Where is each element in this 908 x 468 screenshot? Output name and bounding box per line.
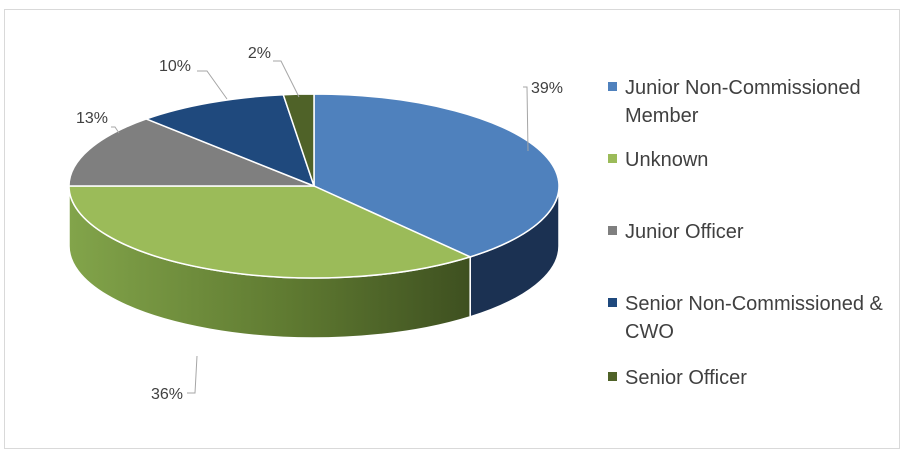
- legend-item-junior-officer: Junior Officer: [608, 221, 744, 243]
- legend-swatch: [608, 154, 617, 163]
- leader-line-junior-officer: [111, 126, 120, 134]
- legend-label: CWO: [625, 321, 674, 343]
- data-label-unknown: 36%: [151, 386, 183, 403]
- leader-line-senior-ncm-cwo: [197, 70, 228, 100]
- legend-swatch: [608, 372, 617, 381]
- pie-slice-unknown: [68, 185, 473, 279]
- legend-swatch: [608, 82, 617, 91]
- leader-line-junior-ncm: [523, 86, 529, 152]
- leader-line-senior-officer: [273, 60, 300, 98]
- legend-label: Member: [625, 105, 699, 127]
- legend-swatch: [608, 298, 617, 307]
- leader-lines: [111, 60, 529, 394]
- pie-slice-senior-ncm-cwo: [144, 93, 316, 188]
- pie-slice-senior-officer: [282, 93, 315, 187]
- legend: Junior Non-Commissioned Member Unknown Juni…: [608, 77, 884, 389]
- data-label-senior-officer: 2%: [248, 45, 271, 62]
- legend-swatch: [608, 226, 617, 235]
- data-label-junior-ncm: 39%: [531, 80, 563, 97]
- data-labels: 39% 36% 13% 10% 2%: [76, 45, 563, 403]
- pie-chart: 39% 36% 13% 10% 2% Junior Non-Commissioned Me…: [68, 45, 884, 403]
- legend-label: Senior Non-Commissioned &: [625, 293, 884, 315]
- data-label-senior-ncm-cwo: 10%: [159, 58, 191, 75]
- chart-area: 39% 36% 13% 10% 2% Junior Non-Commissioned Me…: [4, 9, 900, 449]
- legend-item-senior-officer: Senior Officer: [608, 367, 747, 389]
- legend-label: Junior Non-Commissioned: [625, 77, 861, 99]
- pie-slice-junior-ncm: [313, 93, 560, 258]
- leader-line-unknown: [187, 355, 198, 394]
- legend-label: Unknown: [625, 149, 708, 171]
- pie-slice-junior-officer: [68, 118, 315, 187]
- legend-item-unknown: Unknown: [608, 149, 708, 171]
- legend-label: Senior Officer: [625, 367, 747, 389]
- legend-item-senior-ncm-cwo: Senior Non-Commissioned & CWO: [608, 293, 884, 343]
- pie-slices: [68, 93, 560, 279]
- legend-item-junior-ncm: Junior Non-Commissioned Member: [608, 77, 861, 127]
- legend-label: Junior Officer: [625, 221, 744, 243]
- data-label-junior-officer: 13%: [76, 110, 108, 127]
